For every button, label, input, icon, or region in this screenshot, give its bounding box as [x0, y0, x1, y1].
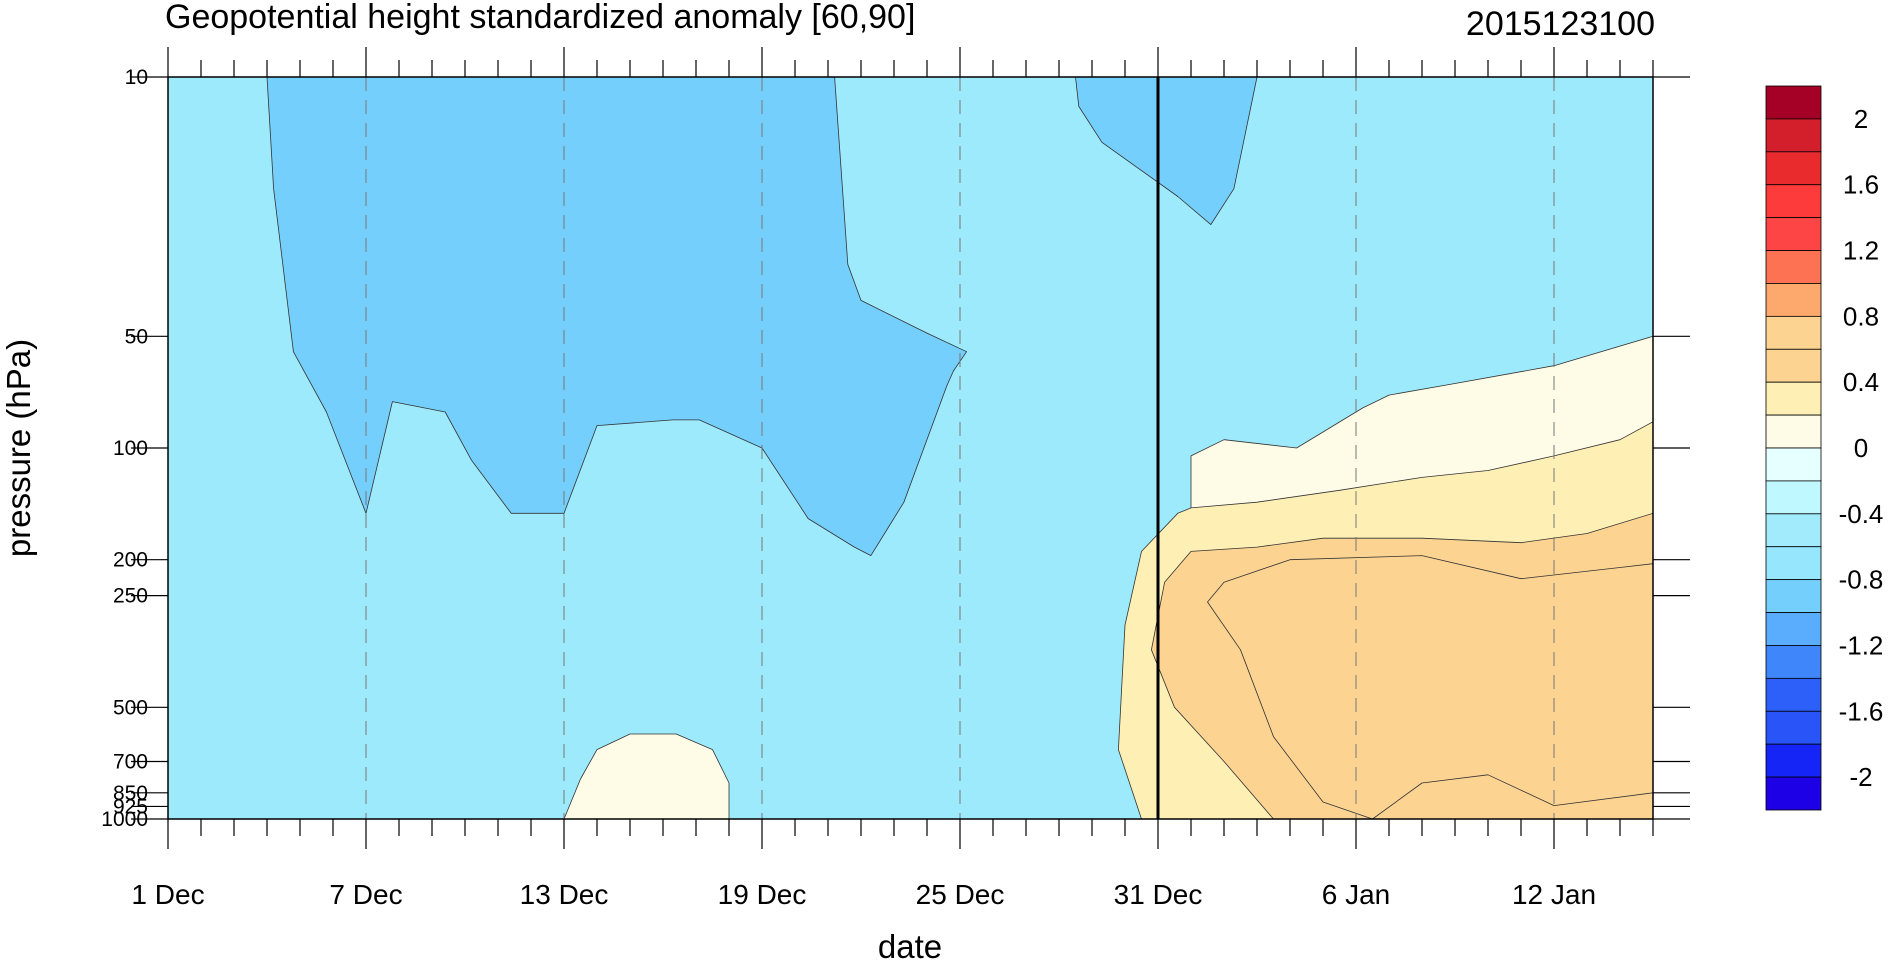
colorbar-box	[1765, 677, 1822, 712]
y-tick-label: 1000	[101, 808, 148, 831]
y-tick-label: 250	[113, 585, 148, 608]
colorbar-label: -1.2	[1839, 630, 1884, 660]
y-tick-label: 100	[113, 437, 148, 460]
colorbar-box	[1765, 184, 1822, 219]
x-axis: 1 Dec 7 Dec 13 Dec 19 Dec 25 Dec 31 Dec 6 Jan 1…	[131, 47, 1654, 910]
colorbar-box	[1765, 217, 1822, 251]
colorbar-box	[1765, 743, 1822, 778]
chart-title: Geopotential height standardized anomaly…	[165, 0, 915, 36]
colorbar-box	[1765, 645, 1822, 679]
x-tick-label: 7 Dec	[329, 879, 402, 910]
date-label: 2015123100	[1466, 5, 1655, 43]
y-tick-label: 200	[113, 549, 148, 572]
x-tick-label: 25 Dec	[916, 879, 1005, 910]
contour-fill-6	[1207, 555, 1654, 820]
x-tick-label: 31 Dec	[1114, 879, 1203, 910]
colorbar-box	[1765, 118, 1822, 153]
colorbar-box	[1765, 546, 1822, 581]
x-tick-label: 1 Dec	[131, 879, 204, 910]
y-tick-label: 500	[113, 696, 148, 719]
contour-fills	[266, 76, 1654, 820]
colorbar: 2 1.6 1.2 0.8 0.4 0 -0.4 -0.8 -1.2 -1.6 -2	[1765, 85, 1884, 811]
colorbar-box	[1765, 283, 1822, 317]
colorbar-label: -1.6	[1839, 696, 1884, 726]
colorbar-box	[1765, 579, 1822, 613]
colorbar-label: -0.8	[1839, 565, 1884, 595]
colorbar-box	[1765, 612, 1822, 646]
colorbar-label: 1.6	[1843, 170, 1879, 200]
colorbar-box	[1765, 513, 1822, 548]
colorbar-label: 0	[1854, 433, 1868, 463]
contour-fill-1	[266, 76, 967, 556]
y-tick-label: 700	[113, 751, 148, 774]
colorbar-box	[1765, 710, 1822, 745]
colorbar-label: 1.2	[1843, 236, 1879, 266]
x-tick-label: 13 Dec	[520, 879, 609, 910]
colorbar-label: 0.8	[1843, 301, 1879, 331]
y-tick-label: 850	[113, 782, 148, 805]
y-axis-title: pressure (hPa)	[0, 339, 37, 557]
x-axis-title: date	[878, 928, 942, 963]
colorbar-label: 0.4	[1843, 367, 1879, 397]
colorbar-box	[1765, 414, 1822, 449]
colorbar-box	[1765, 447, 1822, 482]
contour-fill-7	[563, 733, 730, 820]
colorbar-box	[1765, 348, 1822, 383]
colorbar-label: 2	[1854, 104, 1868, 134]
x-tick-label: 6 Jan	[1322, 879, 1391, 910]
x-tick-label: 19 Dec	[718, 879, 807, 910]
colorbar-label: -2	[1849, 762, 1872, 792]
colorbar-label: -0.4	[1839, 499, 1884, 529]
colorbar-box	[1765, 151, 1822, 186]
contour-fill-2	[1075, 76, 1258, 226]
x-tick-label: 12 Jan	[1512, 879, 1596, 910]
y-tick-label: 925	[113, 795, 148, 818]
y-tick-label: 50	[125, 325, 148, 348]
colorbar-box	[1765, 250, 1822, 284]
colorbar-box	[1765, 480, 1822, 515]
colorbar-box	[1765, 315, 1822, 350]
colorbar-box	[1765, 776, 1822, 811]
y-tick-label: 10	[125, 66, 148, 89]
colorbar-box	[1765, 381, 1822, 416]
colorbar-box	[1765, 85, 1822, 120]
